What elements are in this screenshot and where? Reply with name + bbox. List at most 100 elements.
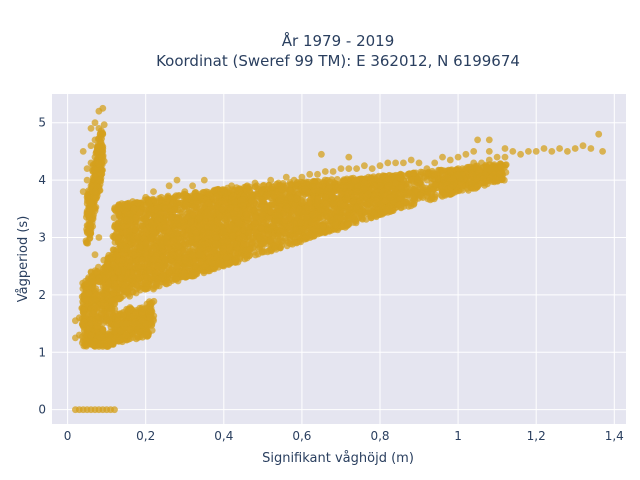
data-point <box>287 194 295 202</box>
data-point <box>313 177 321 185</box>
data-point <box>196 192 203 200</box>
data-point <box>351 177 359 185</box>
data-point <box>100 319 107 327</box>
data-point <box>104 331 112 338</box>
data-point <box>85 289 93 297</box>
data-point <box>454 171 462 179</box>
data-point <box>472 184 479 192</box>
data-point <box>219 237 227 245</box>
data-point <box>192 229 200 237</box>
data-point <box>251 219 259 227</box>
data-point <box>110 214 118 222</box>
data-point <box>265 231 273 238</box>
data-point <box>200 269 208 277</box>
data-point <box>356 208 363 216</box>
data-point <box>397 184 405 192</box>
data-point <box>195 214 203 222</box>
data-point <box>274 217 281 225</box>
data-point <box>497 163 505 171</box>
data-point <box>103 302 110 310</box>
data-point <box>163 251 170 259</box>
data-point <box>272 241 280 249</box>
data-point <box>403 199 410 206</box>
data-point <box>204 229 212 236</box>
data-point <box>249 235 257 243</box>
data-point <box>449 175 457 183</box>
data-point <box>129 288 137 296</box>
data-point <box>207 211 214 219</box>
data-point <box>240 240 248 248</box>
data-point <box>242 211 250 218</box>
data-point <box>121 281 129 288</box>
data-point <box>161 223 169 231</box>
data-point <box>322 200 330 207</box>
data-point <box>190 204 198 211</box>
data-point <box>245 229 253 236</box>
data-point <box>208 259 216 267</box>
data-point <box>344 193 351 201</box>
data-point <box>327 210 335 218</box>
data-point <box>438 188 446 196</box>
data-point <box>106 255 113 262</box>
data-point <box>212 240 220 248</box>
data-point <box>252 251 259 259</box>
data-point <box>387 194 394 201</box>
data-point <box>297 219 305 227</box>
data-point <box>468 179 476 187</box>
data-point <box>264 248 272 256</box>
data-point <box>277 195 284 202</box>
data-point <box>125 257 133 265</box>
data-point <box>105 280 113 287</box>
data-point <box>305 232 312 240</box>
data-point <box>175 249 183 257</box>
data-point <box>110 275 118 282</box>
data-point <box>337 214 345 222</box>
data-point <box>171 206 179 214</box>
data-point <box>338 223 346 231</box>
data-point <box>314 222 322 229</box>
data-point <box>303 213 311 221</box>
data-point <box>319 223 327 231</box>
data-point <box>381 197 389 205</box>
data-point <box>385 176 392 183</box>
data-point <box>216 212 224 220</box>
data-point <box>245 224 253 232</box>
data-point <box>289 233 296 241</box>
data-point <box>164 195 172 203</box>
data-point <box>259 240 267 247</box>
data-point <box>371 200 379 208</box>
data-point <box>270 193 277 200</box>
data-point <box>114 209 122 217</box>
data-point <box>345 221 352 229</box>
data-point <box>131 226 139 234</box>
data-point <box>89 278 96 286</box>
data-point <box>357 192 365 200</box>
data-point <box>142 285 149 293</box>
data-point <box>307 218 314 226</box>
data-point <box>502 161 510 169</box>
data-point <box>182 201 190 209</box>
data-point <box>246 205 254 213</box>
data-point <box>409 193 417 200</box>
data-point <box>183 232 190 240</box>
data-point <box>231 249 239 257</box>
data-point <box>230 210 238 217</box>
data-point <box>310 186 318 194</box>
data-point <box>364 190 372 198</box>
data-point <box>167 257 175 265</box>
data-point <box>123 288 130 296</box>
data-point <box>349 198 357 205</box>
data-point <box>324 227 332 235</box>
data-point <box>300 225 308 233</box>
data-point <box>411 181 419 189</box>
data-point <box>124 211 131 218</box>
data-point <box>89 297 97 305</box>
data-point <box>332 221 339 229</box>
data-point <box>93 322 101 330</box>
data-point <box>242 252 250 260</box>
data-point <box>486 166 494 174</box>
data-point <box>351 214 358 222</box>
data-point <box>265 220 272 228</box>
data-point <box>365 207 372 214</box>
